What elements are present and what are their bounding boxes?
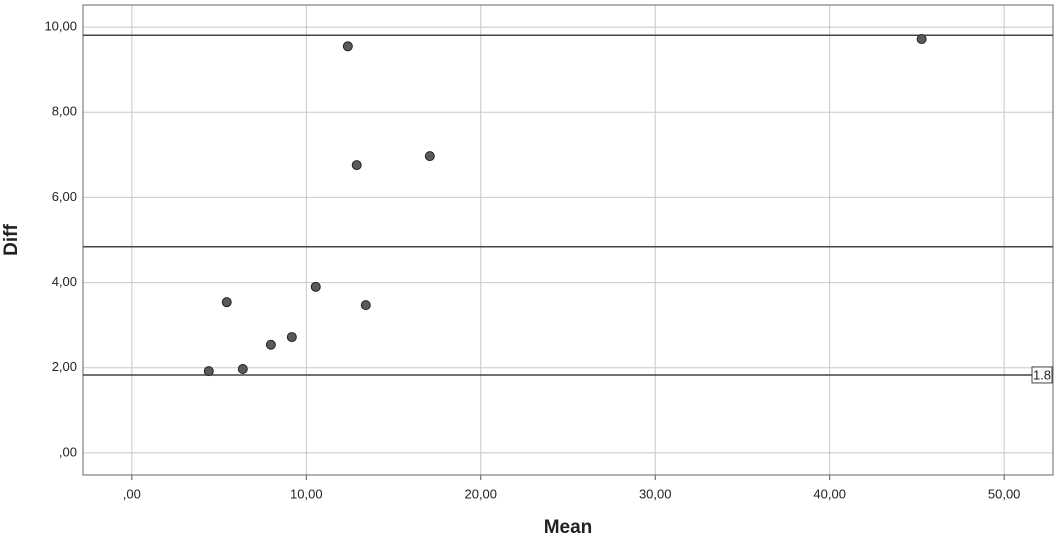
point [221,297,232,308]
point [342,41,353,52]
y-tick-label: 2,00 [52,359,77,374]
point [286,332,297,343]
x-axis-title: Mean [544,517,593,538]
y-tick-label: 6,00 [52,189,77,204]
x-tick-label: 50,00 [988,486,1021,501]
y-tick-label: 10,00 [44,19,77,34]
point [916,34,927,45]
point [310,281,321,292]
reference-label: 1.8 [1033,367,1051,382]
x-tick-label: 40,00 [813,486,846,501]
x-tick-label: 20,00 [464,486,497,501]
point [265,339,276,350]
x-tick-label: 30,00 [639,486,672,501]
point [424,151,435,162]
plot-frame [82,4,1054,476]
reference-label-box [1031,366,1053,384]
point [237,363,248,374]
point [351,160,362,171]
y-tick-label: 4,00 [52,274,77,289]
y-axis-title: Diff [1,224,22,256]
point [360,300,371,311]
x-tick-label: 10,00 [290,486,323,501]
point [203,366,214,377]
y-tick-label: 8,00 [52,104,77,119]
y-tick-label: ,00 [59,444,77,459]
x-tick-label: ,00 [123,486,141,501]
